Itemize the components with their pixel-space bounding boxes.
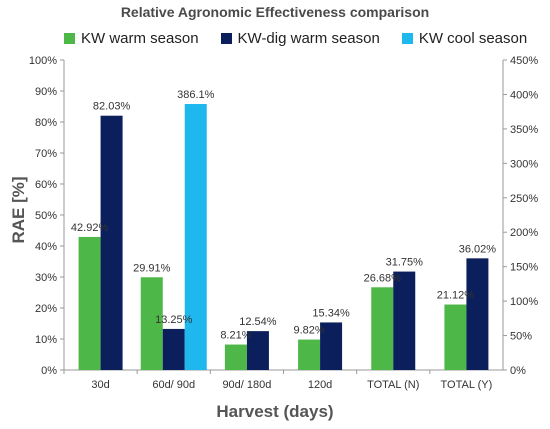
data-label-0-1: 29.91% xyxy=(133,262,171,274)
data-label-0-3: 9.82% xyxy=(293,325,324,337)
legend-swatch-kw-dig-warm xyxy=(220,33,232,44)
legend-swatch-kw-cool xyxy=(401,33,413,44)
data-label-1-5: 36.02% xyxy=(459,243,497,255)
legend-item-kw-cool: KW cool season xyxy=(401,30,528,47)
y-tick-label-left: 90% xyxy=(35,86,57,98)
y-tick-label-left: 20% xyxy=(35,303,57,315)
bar-1-3 xyxy=(320,322,343,370)
legend-label-kw-dig-warm: KW-dig warm season xyxy=(237,30,380,47)
y-tick-label-right: 200% xyxy=(510,227,538,239)
bar-1-5 xyxy=(466,258,489,370)
data-label-0-4: 26.68% xyxy=(364,272,402,284)
bar-0-2 xyxy=(224,344,247,370)
y-tick-label-right: 400% xyxy=(510,89,538,101)
y-tick-label-right: 250% xyxy=(510,193,538,205)
data-label-1-3: 15.34% xyxy=(312,307,350,319)
bar-0-5 xyxy=(444,304,467,370)
bar-0-0 xyxy=(78,236,101,370)
bar-0-3 xyxy=(298,339,321,370)
y-tick-label-left: 60% xyxy=(35,179,57,191)
data-label-0-5: 21.12% xyxy=(437,290,475,302)
x-tick-label: 60d/ 90d xyxy=(152,379,195,391)
y-tick-label-left: 80% xyxy=(35,117,57,129)
y-tick-label-left: 70% xyxy=(35,148,57,160)
bar-0-4 xyxy=(371,287,394,370)
legend-swatch-kw-warm xyxy=(64,33,75,44)
bar-1-1 xyxy=(162,328,185,370)
y-tick-label-right: 0% xyxy=(510,365,526,377)
y-tick-label-right: 150% xyxy=(510,262,538,274)
y-tick-label-left: 50% xyxy=(35,210,57,222)
y-tick-label-left: 100% xyxy=(29,55,57,67)
data-label-1-2: 12.54% xyxy=(239,316,277,328)
x-tick-label: TOTAL (N) xyxy=(367,379,419,391)
bar-1-0 xyxy=(100,115,123,370)
bar-1-2 xyxy=(246,331,269,370)
y-tick-label-left: 10% xyxy=(35,334,57,346)
data-label-1-1: 13.25% xyxy=(155,314,193,326)
legend-label-kw-warm: KW warm season xyxy=(81,30,199,47)
legend-item-kw-dig-warm: KW-dig warm season xyxy=(220,30,380,47)
chart-title: Relative Agronomic Effectiveness compari… xyxy=(120,4,430,20)
y-tick-label-left: 0% xyxy=(41,365,57,377)
bar-1-4 xyxy=(393,271,416,370)
x-axis-label: Harvest (days) xyxy=(216,402,334,421)
y-tick-label-left: 30% xyxy=(35,272,57,284)
data-label-1-0: 82.03% xyxy=(93,101,131,113)
y-tick-label-right: 450% xyxy=(510,55,538,67)
data-label-0-2: 8.21% xyxy=(220,330,251,342)
data-label-0-0: 42.92% xyxy=(71,222,109,234)
legend: KW warm season KW-dig warm season KW coo… xyxy=(64,30,527,47)
x-tick-label: 120d xyxy=(308,379,332,391)
bar-2-1 xyxy=(184,104,207,371)
y-tick-label-right: 100% xyxy=(510,296,538,308)
x-tick-label: TOTAL (Y) xyxy=(441,379,493,391)
x-tick-label: 90d/ 180d xyxy=(222,379,271,391)
y-axis-label: RAE [%] xyxy=(9,176,28,244)
y-tick-label-right: 300% xyxy=(510,158,538,170)
y-tick-label-right: 50% xyxy=(510,331,532,343)
y-tick-label-left: 40% xyxy=(35,241,57,253)
y-tick-label-right: 350% xyxy=(510,124,538,136)
legend-label-kw-cool: KW cool season xyxy=(418,30,528,47)
x-tick-label: 30d xyxy=(91,379,109,391)
data-label-1-4: 31.75% xyxy=(386,257,424,269)
bar-0-1 xyxy=(140,277,163,370)
data-label-2-1: 386.1% xyxy=(177,89,215,101)
legend-item-kw-warm: KW warm season xyxy=(64,30,199,47)
